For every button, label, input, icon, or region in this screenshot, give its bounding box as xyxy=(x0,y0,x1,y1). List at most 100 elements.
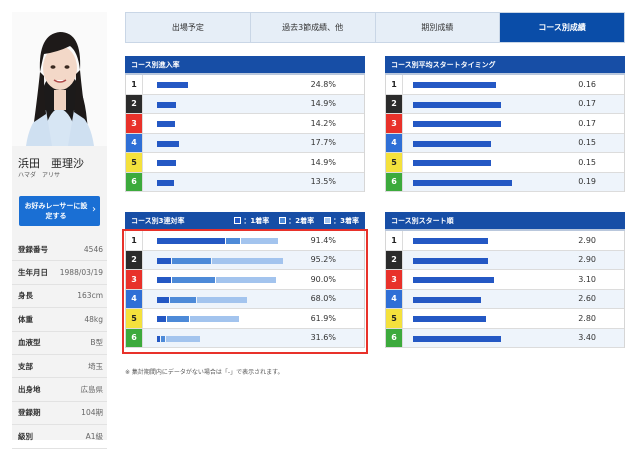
info-value: 4546 xyxy=(83,244,103,254)
entry-rate-bar xyxy=(157,179,174,186)
third-place-bar xyxy=(196,296,248,303)
value-label: 14.2% xyxy=(310,118,336,128)
bar-area: 95.2% xyxy=(143,251,364,270)
info-label: 支部 xyxy=(18,361,33,371)
panel-course-place3-title: コース別3連対率 ：1着率 ：2着率 ：3着率 xyxy=(125,212,365,231)
panel-title-text: コース別平均スタートタイミング xyxy=(391,60,496,69)
legend-label: ：1着率 xyxy=(243,216,270,225)
value-label: 13.5% xyxy=(310,177,336,187)
result-tabs: 出場予定 過去3節成績、他 期別成績 コース別成績 xyxy=(125,12,625,43)
course-place3-rows: 1 91.4% 2 95.2% 3 90.0% 4 68.0% 5 61.9% 6 31.6% xyxy=(125,231,365,348)
lane-row: 4 0.15 xyxy=(386,133,624,153)
info-label: 級別 xyxy=(18,431,33,441)
info-value: B型 xyxy=(90,338,103,348)
tab-3[interactable]: 期別成績 xyxy=(375,13,501,42)
bar-area: 61.9% xyxy=(143,309,364,328)
info-value: 1988/03/19 xyxy=(59,268,103,278)
entry-rate-bar xyxy=(157,82,188,88)
lane-number: 2 xyxy=(386,250,403,269)
info-row: 登録番号 4546 xyxy=(12,238,107,262)
footnote: ※ 集計期間内にデータがない場合は「-」で表示されます。 xyxy=(125,369,284,376)
bar-area: 0.17 xyxy=(403,114,624,133)
second-place-bar xyxy=(161,335,166,342)
lane-number: 3 xyxy=(386,270,403,289)
lane-row: 3 3.10 xyxy=(386,270,624,290)
favorite-racer-label: お好みレーサーに設定する xyxy=(24,202,88,220)
tab-1[interactable]: 出場予定 xyxy=(126,13,251,42)
lane-row: 4 2.60 xyxy=(386,289,624,309)
lane-row: 3 14.2% xyxy=(126,114,364,134)
value-label: 0.16 xyxy=(578,79,596,89)
racer-info-table: 登録番号 4546 生年月日 1988/03/19 身長 163cm 体重 48kg 血液型 B型… xyxy=(12,238,107,449)
entry-rate-bar xyxy=(157,101,176,108)
bar-area: 2.90 xyxy=(403,231,624,250)
third-place-bar xyxy=(166,335,201,342)
course-entry-rows: 1 24.8% 2 14.9% 3 14.2% 4 17.7% 5 14.9% 6 13.5% xyxy=(125,75,365,192)
value-label: 31.6% xyxy=(310,333,336,343)
info-value: 埼玉 xyxy=(88,361,103,371)
lane-number: 2 xyxy=(126,94,143,113)
value-label: 2.90 xyxy=(578,255,596,265)
start-timing-bar xyxy=(413,179,512,186)
first-place-bar xyxy=(157,238,225,244)
start-order-bar xyxy=(413,296,481,303)
value-label: 0.15 xyxy=(578,138,596,148)
lane-row: 1 24.8% xyxy=(126,75,364,95)
lane-row: 2 2.90 xyxy=(386,250,624,270)
info-row: 身長 163cm xyxy=(12,285,107,309)
racer-name: 浜田 亜理沙 xyxy=(18,157,84,170)
lane-number: 5 xyxy=(386,309,403,328)
panel-course-order: コース別スタート順 1 2.90 2 2.90 3 3.10 4 2.60 5 2.80 6 3.40 xyxy=(385,212,625,348)
entry-rate-bar xyxy=(157,160,176,166)
value-label: 14.9% xyxy=(310,99,336,109)
lane-row: 6 31.6% xyxy=(126,328,364,348)
lane-number: 1 xyxy=(386,231,403,250)
bar-area: 3.10 xyxy=(403,270,624,289)
lane-number: 4 xyxy=(126,133,143,152)
panel-title-text: コース別進入率 xyxy=(131,60,180,69)
lane-number: 1 xyxy=(386,75,403,94)
chevron-right-icon: › xyxy=(92,204,96,215)
course-order-rows: 1 2.90 2 2.90 3 3.10 4 2.60 5 2.80 6 3.40 xyxy=(385,231,625,348)
info-label: 血液型 xyxy=(18,338,41,348)
favorite-racer-button[interactable]: お好みレーサーに設定する › xyxy=(19,196,100,226)
info-value: 広島県 xyxy=(80,385,104,395)
lane-number: 3 xyxy=(386,114,403,133)
legend-first: ：1着率 xyxy=(234,216,269,226)
racer-profile-sidebar: 浜田 亜理沙 ハマダ アリサ お好みレーサーに設定する › 登録番号 4546 生年… xyxy=(12,12,107,449)
course-timing-rows: 1 0.16 2 0.17 3 0.17 4 0.15 5 0.15 6 0.19 xyxy=(385,75,625,192)
lane-row: 1 2.90 xyxy=(386,231,624,251)
start-order-bar xyxy=(413,238,489,244)
entry-rate-bar xyxy=(157,121,175,127)
lane-number: 5 xyxy=(126,309,143,328)
third-place-bar xyxy=(189,316,240,322)
bar-area: 17.7% xyxy=(143,134,364,153)
info-row: 支部 埼玉 xyxy=(12,355,107,379)
value-label: 24.8% xyxy=(310,79,336,89)
info-value: 104期 xyxy=(81,408,103,418)
value-label: 95.2% xyxy=(310,255,336,265)
value-label: 90.0% xyxy=(310,274,336,284)
second-place-bar xyxy=(225,238,240,244)
start-timing-bar xyxy=(413,140,491,147)
second-place-bar xyxy=(169,296,196,303)
value-label: 2.60 xyxy=(578,294,596,304)
bar-area: 24.8% xyxy=(143,75,364,94)
lane-row: 4 17.7% xyxy=(126,133,364,153)
lane-row: 3 0.17 xyxy=(386,114,624,134)
panel-course-place3: コース別3連対率 ：1着率 ：2着率 ：3着率 1 91.4% 2 95.2% 3 90.… xyxy=(125,212,365,348)
value-label: 17.7% xyxy=(310,138,336,148)
info-row: 出身地 広島県 xyxy=(12,378,107,402)
lane-row: 3 90.0% xyxy=(126,270,364,290)
panel-course-entry: コース別進入率 1 24.8% 2 14.9% 3 14.2% 4 17.7% 5 14.9% 6 1… xyxy=(125,56,365,192)
value-label: 0.15 xyxy=(578,157,596,167)
info-row: 体重 48kg xyxy=(12,308,107,332)
info-row: 生年月日 1988/03/19 xyxy=(12,261,107,285)
tab-4[interactable]: コース別成績 xyxy=(500,13,624,42)
value-label: 2.90 xyxy=(578,235,596,245)
first-place-bar xyxy=(157,296,169,303)
tab-2[interactable]: 過去3節成績、他 xyxy=(250,13,376,42)
bar-area: 0.19 xyxy=(403,173,624,192)
third-place-bar xyxy=(212,257,283,264)
legend-label: ：2着率 xyxy=(288,216,315,225)
